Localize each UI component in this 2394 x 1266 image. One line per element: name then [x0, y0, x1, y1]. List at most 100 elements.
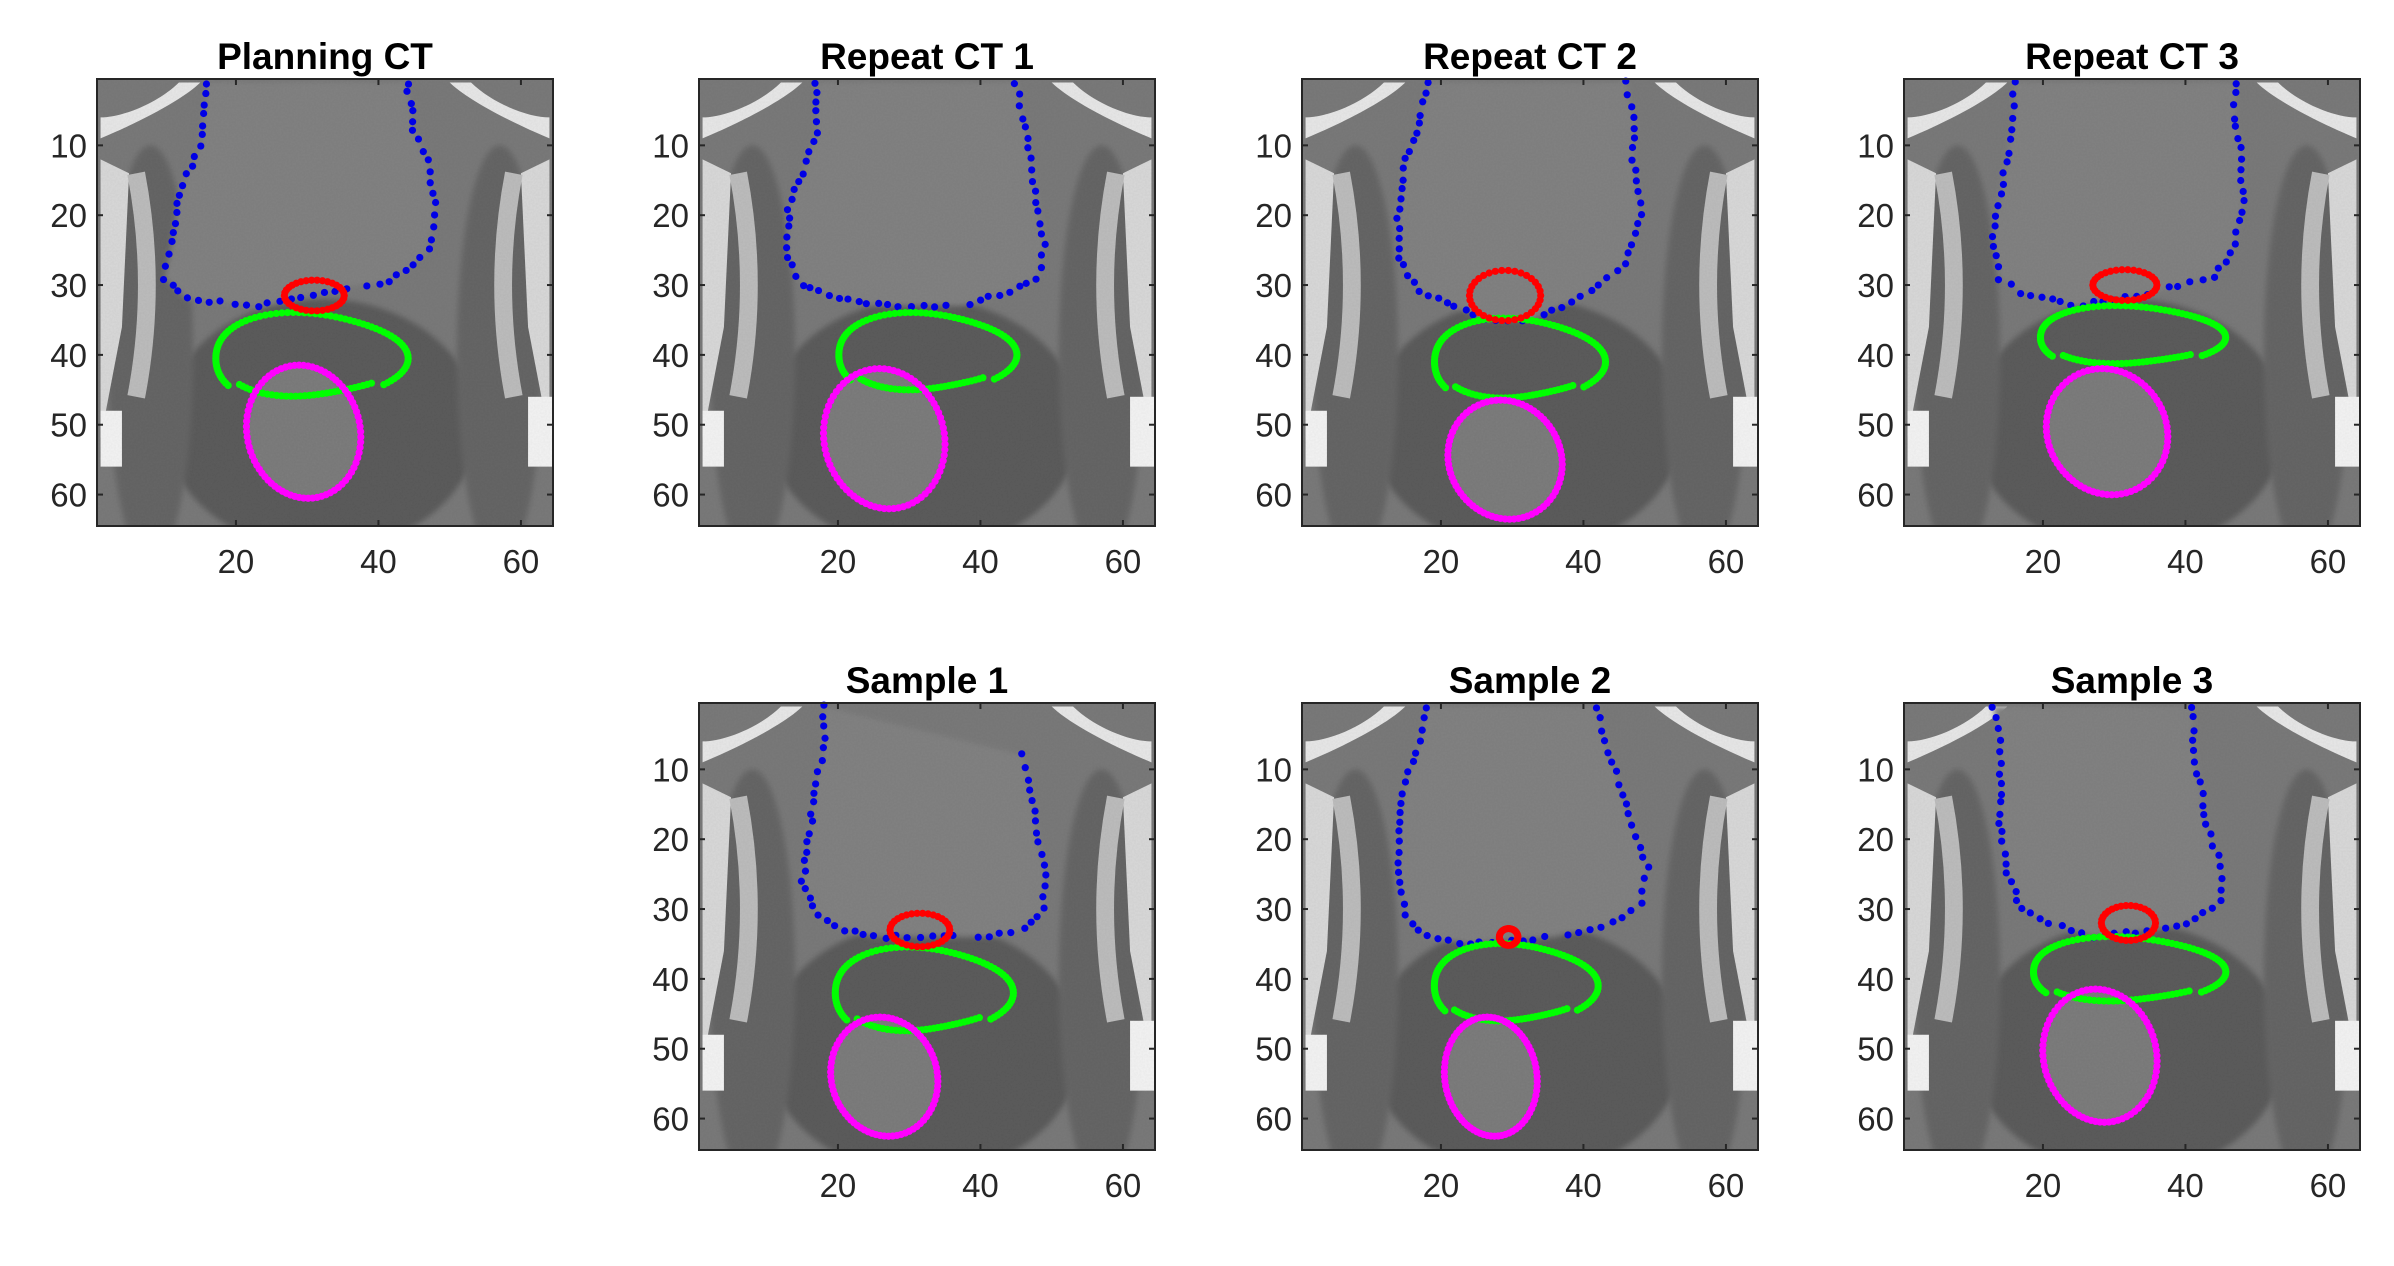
bladder-contour-dot: [2240, 196, 2248, 205]
bladder-contour-dot: [1627, 821, 1636, 829]
seminal-vesicles-contour-dot: [2106, 267, 2115, 275]
bladder-contour-dot: [1040, 861, 1049, 869]
seminal-vesicles-contour-dot: [2112, 266, 2120, 274]
bladder-contour-dot: [1416, 737, 1425, 745]
bladder-contour-dot: [1394, 859, 1402, 867]
bladder-contour-dot: [1612, 767, 1621, 775]
bladder-contour-dot: [1991, 222, 1999, 230]
seminal-vesicles-contour-dot: [2122, 902, 2130, 910]
axes-frame: [698, 78, 1156, 527]
bladder-contour-dot: [409, 118, 417, 126]
y-tick-label: 10: [1255, 127, 1292, 164]
organ-contours: [1988, 703, 2230, 1126]
bladder-contour-dot: [862, 300, 870, 308]
y-tick-label: 30: [652, 891, 689, 928]
y-tick-label: 60: [1857, 1101, 1894, 1138]
rectum-contour-dot: [821, 445, 829, 454]
panel-title: Sample 1: [846, 660, 1008, 701]
bladder-contour-dot: [2229, 101, 2238, 109]
bladder-contour-dot: [1022, 279, 1030, 287]
bladder-contour-dot: [783, 206, 792, 214]
bladder-contour-dot: [1021, 123, 1029, 131]
bladder-contour-dot: [2190, 727, 2198, 735]
seminal-vesicles-contour-dot: [924, 942, 932, 950]
x-tick-label: 60: [1708, 1167, 1745, 1204]
bladder-contour-dot: [825, 291, 833, 300]
bladder-contour-dot: [2189, 712, 2197, 721]
bladder-contour-dot: [1997, 779, 2006, 788]
bladder-contour-dot: [1415, 287, 1423, 296]
bladder-contour-dot: [1627, 241, 1636, 249]
bladder-contour-dot: [813, 89, 821, 97]
bladder-contour-dot: [402, 266, 410, 275]
bladder-contour-dot: [1419, 98, 1427, 106]
panel-title: Repeat CT 2: [1423, 36, 1637, 77]
rectum-contour-dot: [2153, 1052, 2161, 1060]
bladder-contour-dot: [1597, 923, 1605, 931]
bladder-contour-dot: [1999, 169, 2007, 177]
bladder-contour-dot: [376, 280, 384, 288]
axes-frame: [698, 702, 1156, 1151]
bladder-contour-dot: [1397, 195, 1405, 203]
bladder-contour-dot: [2058, 922, 2066, 930]
prostate-contour-dot: [2111, 302, 2119, 310]
bladder-contour-dot: [2231, 122, 2239, 130]
panel-repeat-ct-3: 20 40 60 10 20 30 40 50 60 Repeat CT 3: [1857, 36, 2361, 580]
bladder-contour-dot: [1618, 914, 1626, 922]
bladder-contour-dot: [1395, 234, 1403, 242]
bladder-contour-dot: [1996, 810, 2004, 818]
bladder-contour-dot: [801, 885, 809, 893]
y-tick-label: 60: [1857, 477, 1894, 514]
bladder-contour-dot: [1034, 838, 1042, 846]
bladder-contour-dot: [2056, 297, 2064, 306]
axis-ticks: 20 40 60 10 20 30 40 50 60: [652, 703, 1155, 1204]
x-tick-label: 20: [2025, 543, 2062, 580]
bladder-contour-dot: [835, 294, 844, 303]
y-tick-label: 30: [1857, 891, 1894, 928]
seminal-vesicles-contour-dot: [313, 276, 321, 284]
bladder-contour-dot: [1575, 928, 1583, 937]
bladder-contour-dot: [855, 298, 863, 306]
bladder-contour-dot: [1401, 911, 1409, 919]
rectum-contour-dot: [941, 435, 949, 443]
bladder-contour-dot: [2010, 102, 2018, 110]
prostate-contour-dot: [2095, 933, 2104, 941]
prostate-contour-dot: [1580, 383, 1588, 391]
bladder-contour-dot: [1410, 136, 1418, 145]
bladder-contour-dot: [216, 297, 224, 305]
bladder-contour-dot: [1396, 878, 1404, 886]
bladder-contour-dot: [2038, 293, 2046, 301]
bladder-contour-dot: [859, 930, 867, 939]
bladder-contour-dot: [2232, 88, 2240, 97]
rectum-contour-dot: [2153, 1057, 2161, 1065]
bladder-contour-dot: [1415, 119, 1423, 127]
bladder-contour-dot: [2012, 896, 2021, 905]
bladder-contour-dot: [1444, 936, 1452, 944]
bladder-contour-dot: [1999, 180, 2008, 189]
bladder-contour-dot: [1997, 759, 2005, 768]
bladder-contour-dot: [2007, 878, 2016, 886]
bladder-contour-dot: [1992, 713, 2000, 722]
bladder-contour-dot: [2208, 904, 2216, 912]
bladder-contour-dot: [188, 162, 197, 170]
bladder-contour-dot: [1424, 78, 1432, 87]
prostate-contour-dot: [2197, 988, 2206, 996]
panel-title: Sample 2: [1449, 660, 1611, 701]
rectum-contour-dot: [933, 1068, 941, 1076]
bladder-contour-dot: [198, 130, 206, 138]
bladder-contour-dot: [883, 300, 892, 309]
bladder-contour-dot: [1033, 913, 1041, 921]
rectum-contour-dot: [819, 429, 828, 437]
bladder-contour-dot: [1026, 786, 1034, 794]
bladder-contour-dot: [1037, 251, 1046, 259]
bladder-contour-dot: [2199, 802, 2207, 810]
bladder-contour-dot: [800, 282, 808, 290]
x-tick-label: 60: [1105, 543, 1142, 580]
y-tick-label: 30: [652, 267, 689, 304]
bladder-contour-dot: [1998, 837, 2006, 845]
bladder-contour-dot: [2232, 228, 2240, 236]
bladder-contour-dot: [409, 261, 417, 269]
bladder-contour-dot: [1632, 177, 1640, 185]
bladder-contour-dot: [1450, 302, 1458, 310]
